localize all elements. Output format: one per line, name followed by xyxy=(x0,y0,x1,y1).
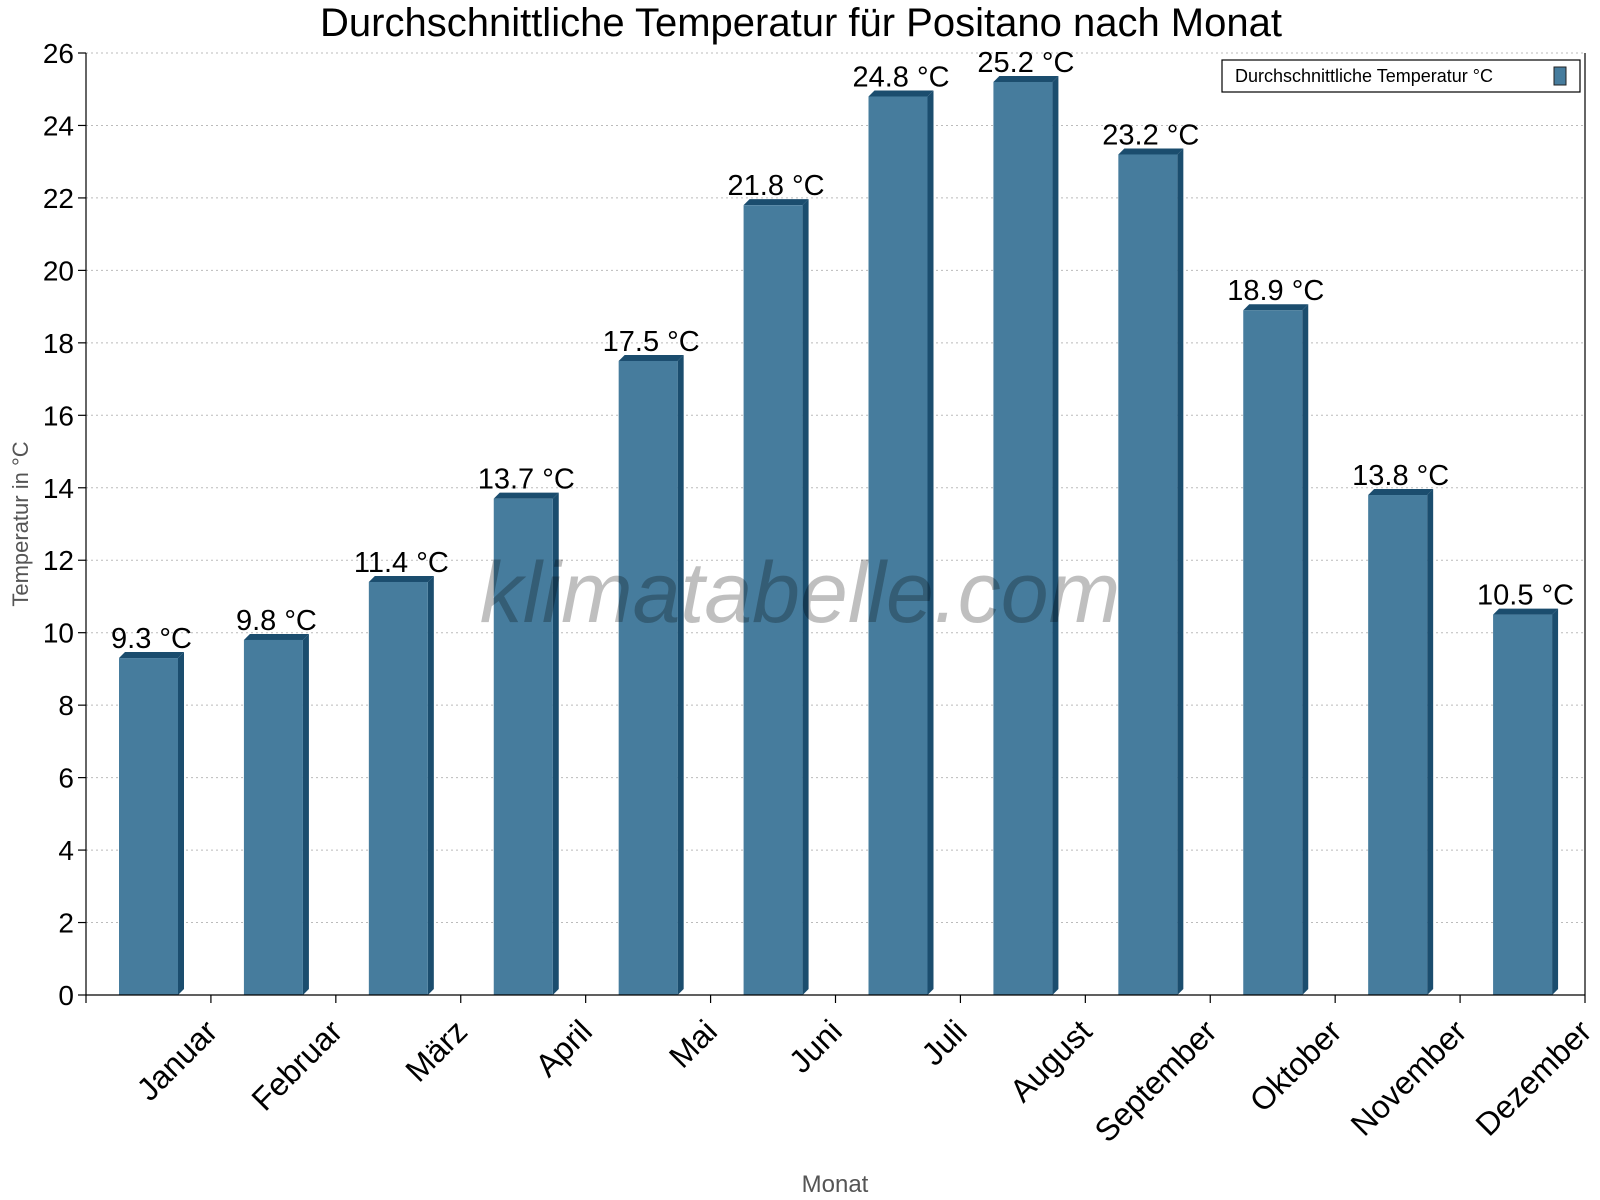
x-tick-label: Februar xyxy=(245,1013,350,1118)
y-axis-label: Temperatur in °C xyxy=(8,441,33,606)
bar xyxy=(993,81,1053,995)
y-tick-label: 14 xyxy=(43,473,74,504)
bar-side xyxy=(178,652,184,995)
x-axis-label: Monat xyxy=(802,1171,869,1198)
bar-top xyxy=(868,90,934,97)
bar-side xyxy=(1427,489,1434,995)
bar-side xyxy=(927,90,934,995)
legend-box xyxy=(1221,59,1581,93)
bar xyxy=(1493,614,1553,995)
data-label: 25.2 °C xyxy=(977,47,1074,79)
y-tick-label: 12 xyxy=(43,545,74,576)
y-tick-label: 10 xyxy=(43,618,74,649)
bar-top xyxy=(618,354,684,361)
x-tick-label: Juni xyxy=(782,1013,849,1080)
data-label: 17.5 °C xyxy=(603,326,700,358)
bar-top xyxy=(1243,304,1309,311)
bar xyxy=(119,658,178,995)
bar-side xyxy=(1302,304,1309,995)
data-label: 21.8 °C xyxy=(728,170,825,202)
bar-side xyxy=(427,575,434,995)
data-label: 18.9 °C xyxy=(1227,275,1324,307)
x-tick-label: August xyxy=(1003,1013,1099,1109)
watermark: klimatabelle.com xyxy=(480,545,1120,641)
bar-top xyxy=(493,492,559,499)
bar xyxy=(868,96,928,995)
y-tick-label: 2 xyxy=(58,908,74,939)
legend: Durchschnittliche Temperatur °C xyxy=(1221,59,1581,93)
bar xyxy=(743,205,803,995)
x-tick-label: Januar xyxy=(130,1013,225,1108)
x-tick-label: April xyxy=(528,1013,599,1084)
x-tick-label: November xyxy=(1344,1013,1474,1143)
x-tick-label: September xyxy=(1087,1013,1223,1149)
bar-side xyxy=(552,492,559,995)
y-tick-label: 22 xyxy=(43,183,74,214)
bar-top xyxy=(1368,489,1434,496)
bar-side xyxy=(802,199,809,995)
bar xyxy=(1368,495,1428,995)
data-label: 9.8 °C xyxy=(236,605,317,637)
data-label: 10.5 °C xyxy=(1477,580,1574,612)
bar-top xyxy=(993,75,1059,82)
legend-swatch xyxy=(1553,66,1567,86)
bar xyxy=(243,639,303,995)
bar-top xyxy=(1493,608,1559,615)
bar-side xyxy=(1552,608,1559,995)
y-tick-label: 6 xyxy=(58,763,74,794)
bar-side xyxy=(1052,75,1059,995)
bar-top xyxy=(243,633,309,640)
bar-top xyxy=(743,199,809,206)
bar-top xyxy=(1118,148,1184,155)
bar-top xyxy=(119,652,184,659)
y-tick-label: 4 xyxy=(58,835,74,866)
bar-top xyxy=(368,575,434,582)
data-label: 11.4 °C xyxy=(354,547,449,579)
y-tick-label: 0 xyxy=(58,980,74,1011)
bar xyxy=(1118,154,1178,995)
bar xyxy=(618,360,678,995)
x-tick-label: März xyxy=(398,1013,474,1089)
y-tick-label: 20 xyxy=(43,255,74,286)
data-label: 23.2 °C xyxy=(1102,119,1199,151)
data-label: 13.7 °C xyxy=(478,464,575,496)
bars: 9.3 °C 9.8 °C 11.4 °C 13.7 °C 17.5 °C 21.8 °C… xyxy=(111,47,1574,995)
data-label: 9.3 °C xyxy=(111,623,192,655)
x-tick-label: Dezember xyxy=(1469,1013,1599,1143)
legend-label: Durchschnittliche Temperatur °C xyxy=(1235,66,1493,86)
x-tick-label: Oktober xyxy=(1243,1013,1349,1119)
data-label: 13.8 °C xyxy=(1352,460,1449,492)
bar-side xyxy=(677,354,684,995)
chart-title: Durchschnittliche Temperatur für Positan… xyxy=(320,1,1282,45)
bar xyxy=(493,498,553,995)
x-tick-label: Juli xyxy=(914,1013,973,1072)
y-tick-label: 8 xyxy=(58,690,74,721)
y-tick-label: 24 xyxy=(43,110,74,141)
y-tick-label: 18 xyxy=(43,328,74,359)
x-tick-label: Mai xyxy=(662,1013,724,1075)
bar xyxy=(368,581,428,995)
bar-side xyxy=(1177,148,1184,995)
y-tick-label: 16 xyxy=(43,400,74,431)
bar-side xyxy=(302,633,309,995)
data-label: 24.8 °C xyxy=(852,61,949,93)
y-tick-label: 26 xyxy=(43,38,74,69)
bar xyxy=(1243,310,1303,995)
